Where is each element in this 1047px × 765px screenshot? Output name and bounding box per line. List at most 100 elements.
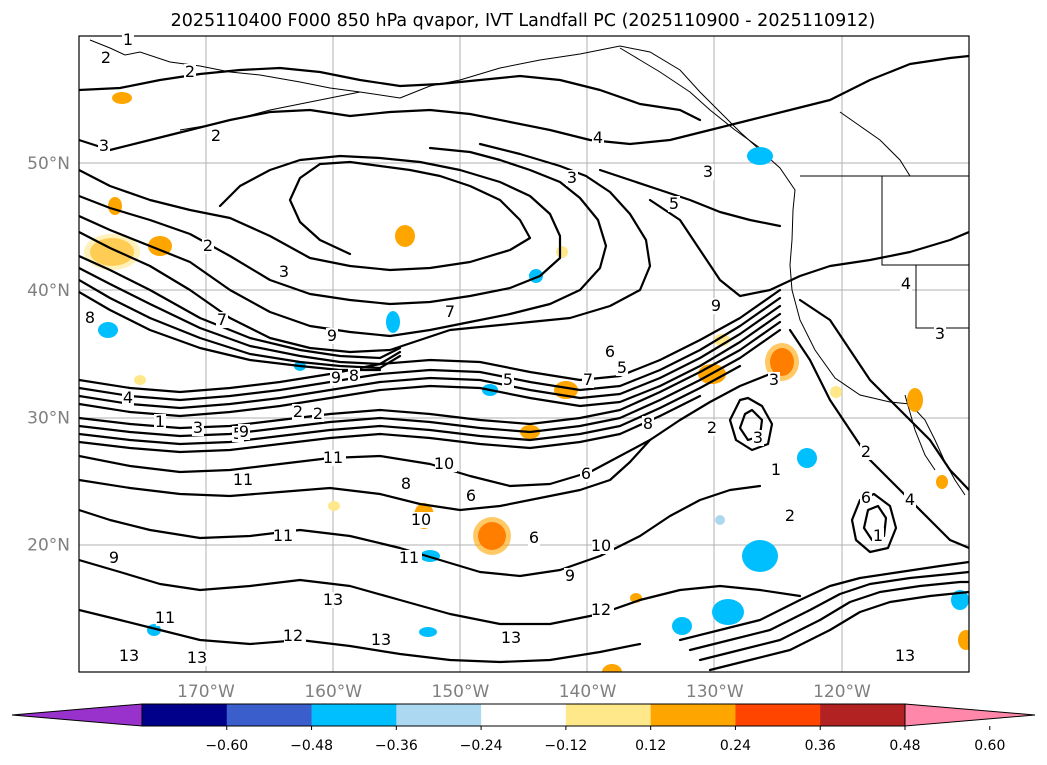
contour-label-bg — [752, 430, 764, 446]
contour-label-bg — [528, 530, 540, 546]
contour-label: 6 — [529, 528, 539, 547]
contour-label-bg — [274, 528, 296, 544]
contour-label: 10 — [434, 454, 454, 473]
contour-label: 1 — [771, 460, 781, 479]
contour-label: 3 — [703, 162, 713, 181]
contour-label-bg — [120, 648, 142, 664]
contour-label-bg — [122, 32, 134, 48]
contour-label: 4 — [905, 490, 915, 509]
contour-label: 3 — [935, 324, 945, 343]
colorbar-outline — [141, 703, 906, 727]
contour-label: 13 — [895, 646, 915, 665]
colorbar-tick-label: −0.12 — [544, 738, 587, 754]
contour-label-bg — [326, 328, 338, 344]
contour-label: 11 — [233, 470, 253, 489]
contour-label: 8 — [349, 366, 359, 385]
contour-label: 13 — [323, 590, 343, 609]
contour-label: 12 — [283, 626, 303, 645]
colorbar-tick-label: −0.24 — [460, 738, 503, 754]
colorbar-tick-label: −0.36 — [375, 738, 418, 754]
contour-label: 2 — [313, 404, 323, 423]
contour-label-bg — [278, 264, 290, 280]
contour-label-bg — [435, 456, 457, 472]
contour-label: 5 — [617, 358, 627, 377]
contour-label: 8 — [85, 308, 95, 327]
contour-label: 11 — [273, 526, 293, 545]
contour-label-bg — [592, 538, 614, 554]
contour-label-bg — [324, 592, 346, 608]
contour-label-bg — [192, 420, 204, 436]
contour-label-bg — [84, 310, 96, 326]
lat-label: 20°N — [27, 536, 70, 556]
contour-label: 3 — [279, 262, 289, 281]
contour-label-bg — [444, 304, 456, 320]
colorbar-tick-label: 0.60 — [974, 738, 1005, 754]
contour-label-bg — [156, 610, 178, 626]
contour-label-bg — [348, 368, 360, 384]
colorbar-tick-label: −0.48 — [290, 738, 333, 754]
contour-label: 6 — [581, 464, 591, 483]
contour-label: 6 — [605, 342, 615, 361]
contour-label-bg — [768, 372, 780, 388]
contour-label: 9 — [109, 548, 119, 567]
contour-label: 13 — [501, 628, 521, 647]
contour-label-bg — [642, 416, 654, 432]
contour-label-bg — [592, 130, 604, 146]
contour-label: 8 — [643, 414, 653, 433]
contour-label: 5 — [669, 194, 679, 213]
contour-label: 9 — [327, 326, 337, 345]
contour-label: 11 — [323, 448, 343, 467]
lon-label: 130°W — [686, 682, 744, 702]
contour-label-bg — [566, 170, 578, 186]
contour-label-bg — [400, 476, 412, 492]
contour-label: 1 — [873, 526, 883, 545]
contour-label: 2 — [293, 402, 303, 421]
contour-label: 2 — [211, 126, 221, 145]
colorbar-segment — [735, 704, 821, 726]
contour-label-bg — [604, 344, 616, 360]
colorbar-segment — [226, 704, 313, 726]
latitude-labels: 50°N 40°N 30°N 20°N — [27, 154, 70, 556]
map-panel: 2123423532379788954325219111110861110119… — [78, 30, 970, 673]
contour-label: 1 — [155, 412, 165, 431]
contour-label-bg — [564, 568, 576, 584]
contour-label-bg — [465, 488, 477, 504]
contour-label: 7 — [583, 370, 593, 389]
contour-label: 2 — [785, 506, 795, 525]
contour-label-bg — [900, 276, 912, 292]
contour-label: 9 — [565, 566, 575, 585]
contour-label-bg — [502, 630, 524, 646]
contour-label: 10 — [411, 510, 431, 529]
contour-label-bg — [860, 490, 872, 506]
contour-label: 4 — [123, 388, 133, 407]
contour-label: 2 — [185, 62, 195, 81]
contour-label: 13 — [371, 630, 391, 649]
contour-label-bg — [934, 326, 946, 342]
contour-label-bg — [592, 602, 614, 618]
contour-label-bg — [312, 406, 324, 422]
contour-label: 9 — [711, 296, 721, 315]
shaded-patches — [84, 92, 969, 672]
colorbar-segment — [396, 704, 482, 726]
contour-label: 4 — [593, 128, 603, 147]
contour-label-bg — [616, 360, 628, 376]
contour-label-bg — [580, 466, 592, 482]
contour-label: 11 — [155, 608, 175, 627]
contour-label: 3 — [567, 168, 577, 187]
contour-label-bg — [216, 312, 228, 328]
contour-label: 4 — [901, 274, 911, 293]
contour-label-bg — [582, 372, 594, 388]
contour-label-bg — [188, 650, 210, 666]
colorbar-segment — [481, 704, 567, 726]
contour-label: 10 — [591, 536, 611, 555]
lon-label: 120°W — [813, 682, 871, 702]
colorbar-segment — [311, 704, 397, 726]
contour-label-bg — [100, 50, 112, 66]
contour-label-bg — [860, 444, 872, 460]
colorbar-segment — [820, 704, 906, 726]
lat-label: 40°N — [27, 281, 70, 301]
colorbar-tick-label: 0.36 — [805, 738, 836, 754]
contour-label: 5 — [503, 370, 513, 389]
colorbar-tick-label: 0.48 — [889, 738, 920, 754]
